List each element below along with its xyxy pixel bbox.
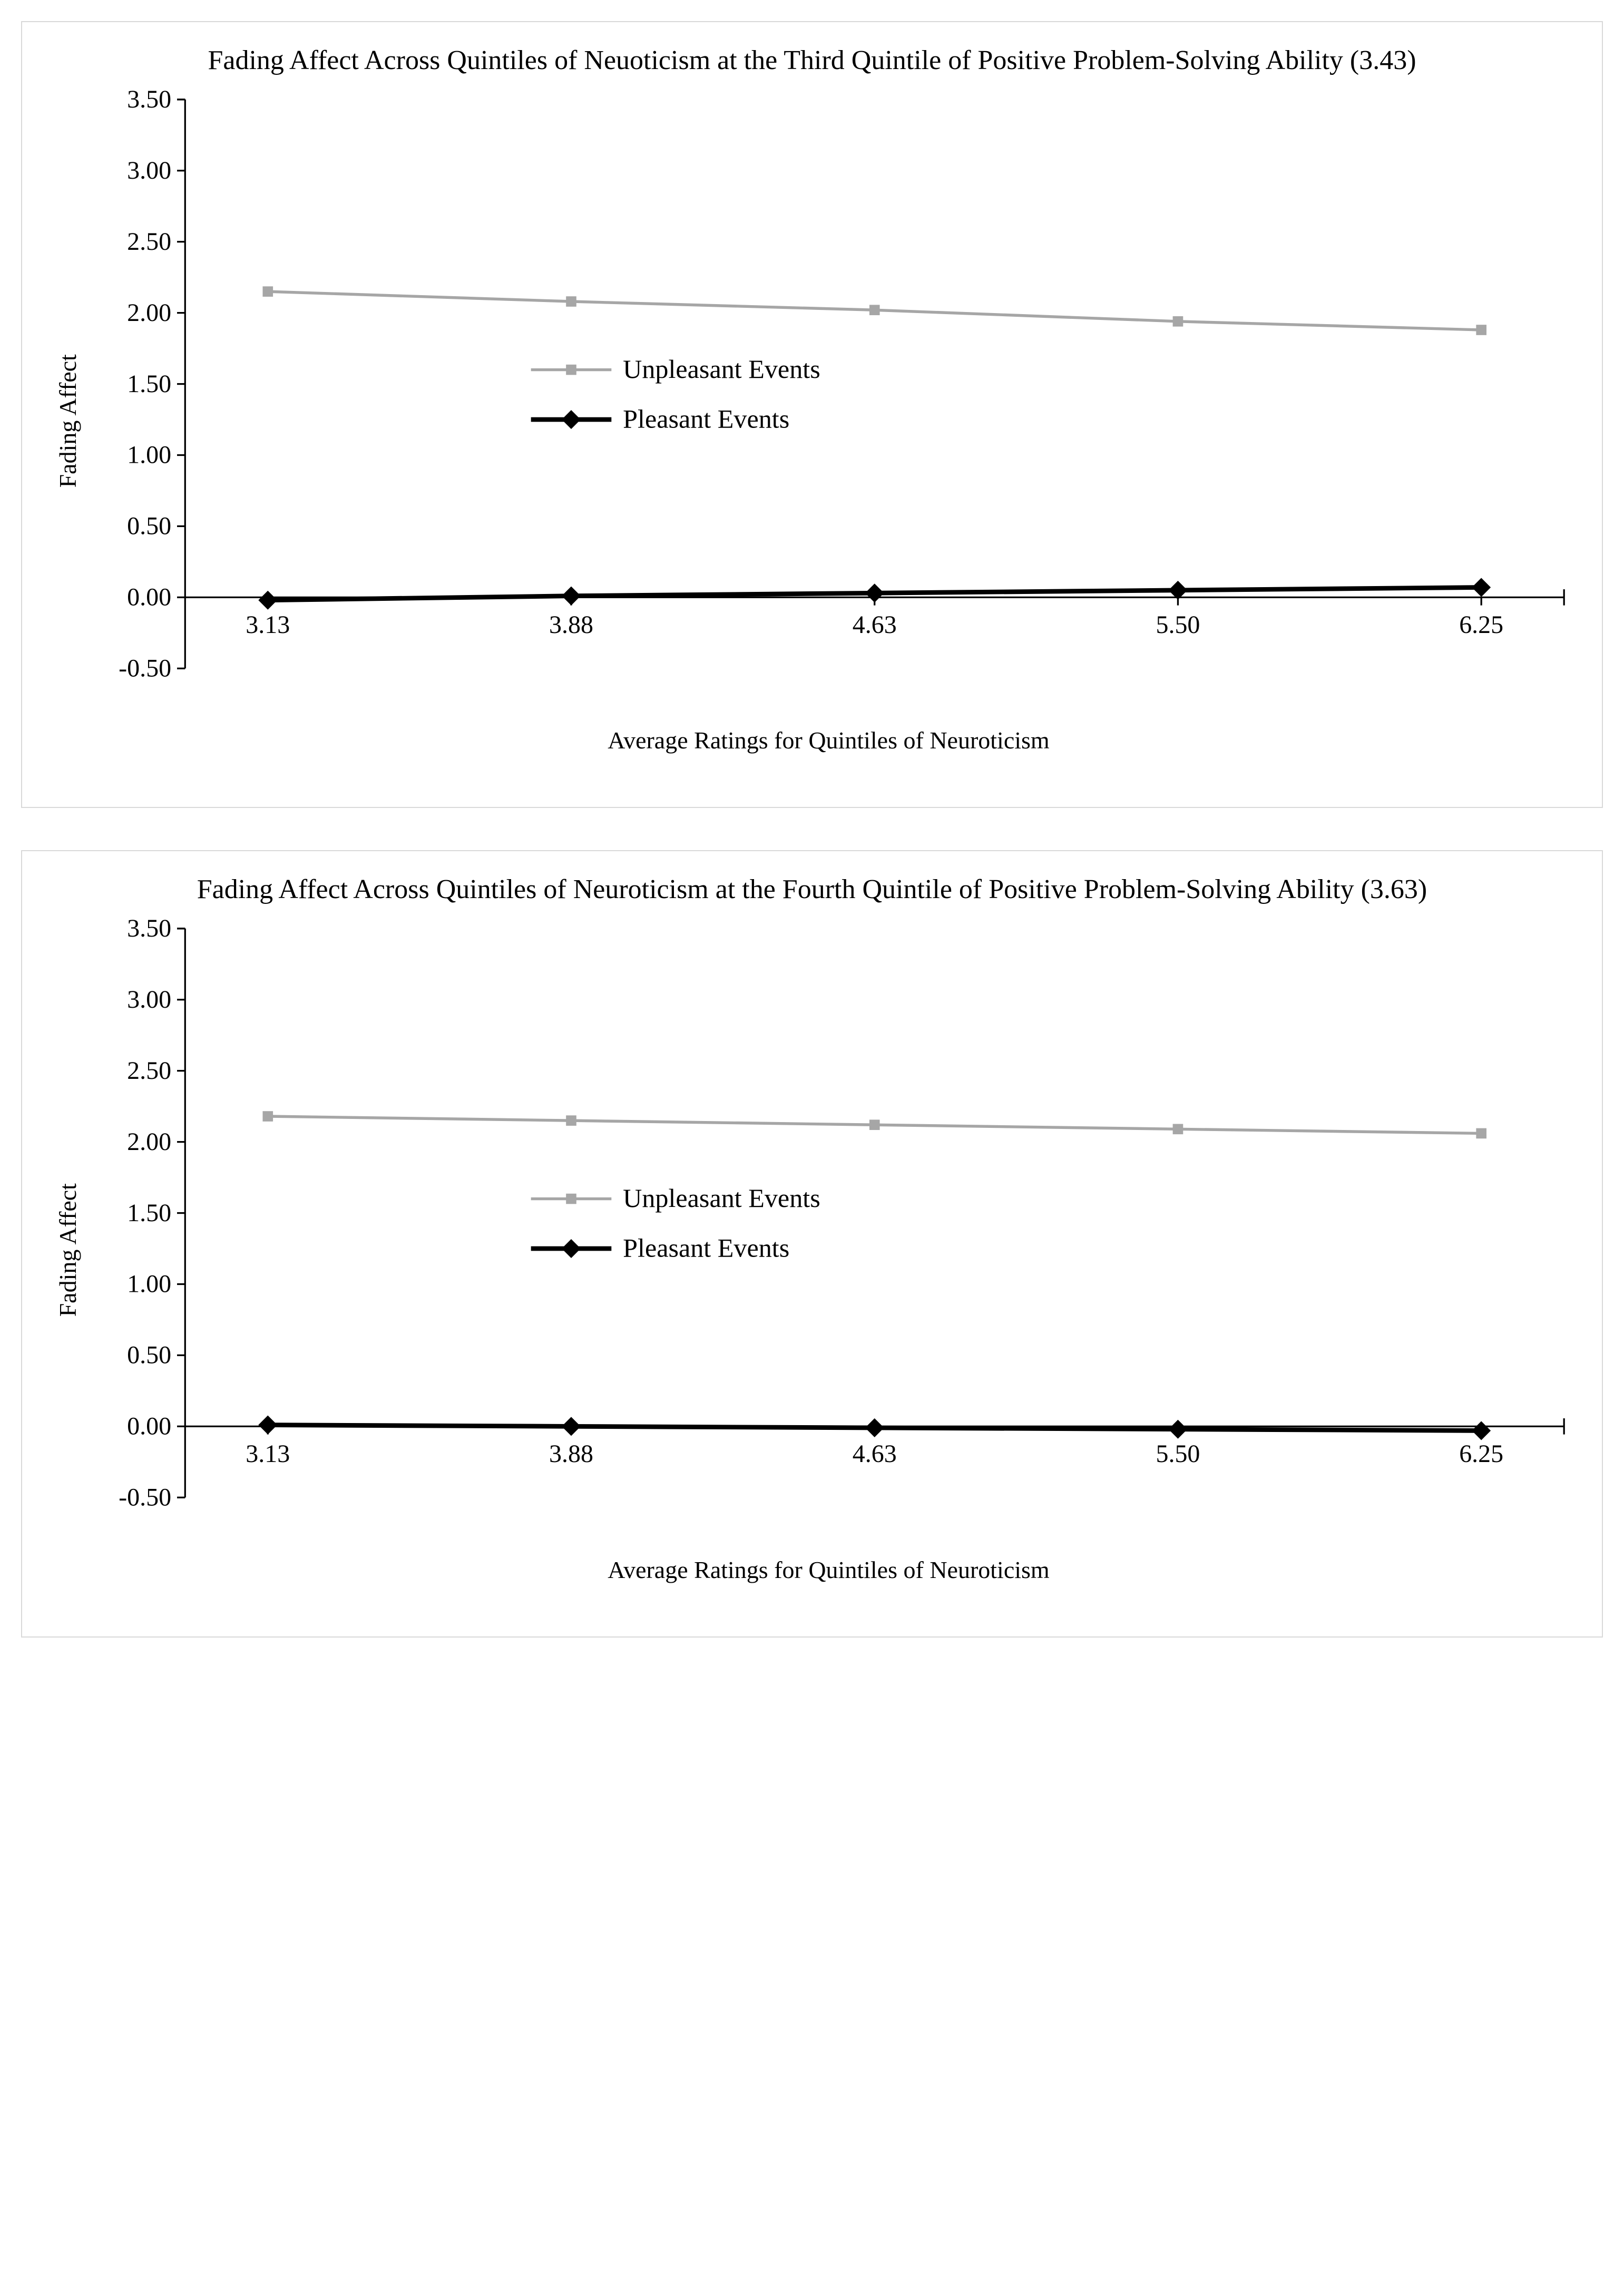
y-axis-label: Fading Affect <box>48 917 82 1583</box>
chart-svg: -0.50 0.00 0.50 1.00 1.50 2.00 2.50 3.00 3.50 3.1… <box>82 88 1576 720</box>
svg-text:5.50: 5.50 <box>1156 1440 1200 1468</box>
svg-text:0.50: 0.50 <box>127 512 171 540</box>
svg-text:5.50: 5.50 <box>1156 611 1200 639</box>
svg-text:3.00: 3.00 <box>127 986 171 1014</box>
svg-text:6.25: 6.25 <box>1459 1440 1503 1468</box>
svg-text:1.50: 1.50 <box>127 370 171 398</box>
svg-text:3.50: 3.50 <box>127 88 171 113</box>
svg-text:Unpleasant Events: Unpleasant Events <box>623 354 820 384</box>
x-axis-label: Average Ratings for Quintiles of Neuroti… <box>82 726 1576 754</box>
svg-text:1.50: 1.50 <box>127 1199 171 1227</box>
plot-wrapper: Fading Affect -0.50 0.00 0.50 1.00 1.50 2.00 2.… <box>48 917 1576 1583</box>
svg-text:4.63: 4.63 <box>853 611 897 639</box>
svg-text:3.88: 3.88 <box>549 611 593 639</box>
svg-text:4.63: 4.63 <box>853 1440 897 1468</box>
svg-text:2.50: 2.50 <box>127 228 171 256</box>
svg-text:3.88: 3.88 <box>549 1440 593 1468</box>
svg-text:Pleasant Events: Pleasant Events <box>623 1233 789 1263</box>
svg-text:1.00: 1.00 <box>127 1270 171 1298</box>
svg-text:-0.50: -0.50 <box>119 655 171 683</box>
svg-text:Unpleasant Events: Unpleasant Events <box>623 1183 820 1213</box>
plot-area: -0.50 0.00 0.50 1.00 1.50 2.00 2.50 3.00 3.50 3.1… <box>82 917 1576 1583</box>
x-axis-label: Average Ratings for Quintiles of Neuroti… <box>82 1556 1576 1584</box>
chart-svg: -0.50 0.00 0.50 1.00 1.50 2.00 2.50 3.00 3.50 3.1… <box>82 917 1576 1549</box>
svg-text:2.50: 2.50 <box>127 1057 171 1085</box>
chart-title: Fading Affect Across Quintiles of Neuoti… <box>80 43 1544 77</box>
chart-title: Fading Affect Across Quintiles of Neurot… <box>80 872 1544 907</box>
svg-text:3.50: 3.50 <box>127 917 171 942</box>
svg-text:0.50: 0.50 <box>127 1341 171 1369</box>
plot-area: -0.50 0.00 0.50 1.00 1.50 2.00 2.50 3.00 3.50 3.1… <box>82 88 1576 754</box>
svg-text:3.13: 3.13 <box>246 611 290 639</box>
svg-text:-0.50: -0.50 <box>119 1484 171 1512</box>
svg-text:6.25: 6.25 <box>1459 611 1503 639</box>
chart-panel-1: Fading Affect Across Quintiles of Neurot… <box>21 850 1603 1637</box>
svg-text:1.00: 1.00 <box>127 441 171 469</box>
svg-text:0.00: 0.00 <box>127 583 171 611</box>
svg-text:0.00: 0.00 <box>127 1412 171 1440</box>
svg-text:2.00: 2.00 <box>127 1128 171 1156</box>
svg-text:3.00: 3.00 <box>127 157 171 184</box>
plot-wrapper: Fading Affect -0.50 0.00 0.50 1.00 1.50 2.00 2.… <box>48 88 1576 754</box>
svg-text:2.00: 2.00 <box>127 299 171 327</box>
chart-panel-0: Fading Affect Across Quintiles of Neuoti… <box>21 21 1603 808</box>
y-axis-label: Fading Affect <box>48 88 82 754</box>
svg-text:3.13: 3.13 <box>246 1440 290 1468</box>
svg-text:Pleasant Events: Pleasant Events <box>623 404 789 433</box>
